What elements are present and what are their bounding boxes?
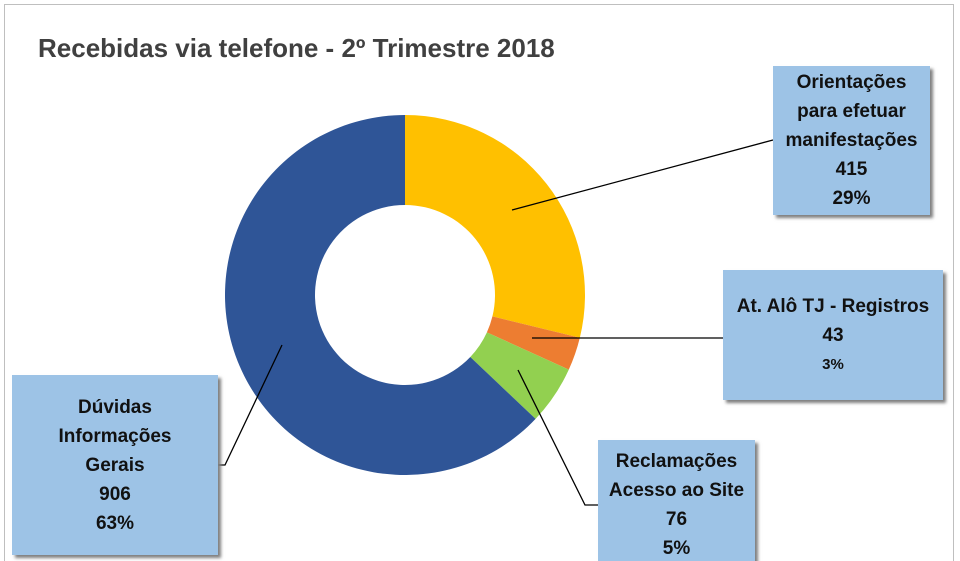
chart-title: Recebidas via telefone - 2º Trimestre 20… (38, 33, 555, 63)
leader-line (218, 344, 283, 466)
leader-line (517, 369, 598, 506)
label-box: Orientações para efetuar manifestações 4… (773, 66, 930, 215)
category-label: Reclamações Acesso ao Site (608, 450, 745, 501)
value-label: 76 (665, 508, 688, 530)
donut-slice (470, 332, 569, 419)
value-label: 906 (99, 483, 131, 505)
label-box: At. Alô TJ - Registros 43 3% (723, 270, 943, 400)
leader-line (511, 139, 774, 211)
percent-label: 63% (95, 512, 135, 534)
donut-slice (224, 115, 536, 475)
percent-label: 5% (662, 537, 691, 559)
donut-slice (405, 115, 585, 338)
category-label: Orientações para efetuar manifestações (785, 72, 918, 151)
percent-label: 29% (832, 188, 871, 209)
label-box: Reclamações Acesso ao Site 76 5% (598, 440, 755, 561)
percent-label: 3% (822, 355, 844, 373)
category-label: Dúvidas Informações Gerais (58, 396, 172, 476)
value-label: 43 (822, 324, 844, 346)
frame (4, 4, 954, 561)
category-label: At. Alô TJ - Registros (736, 295, 930, 317)
label-box: Dúvidas Informações Gerais 906 63% (12, 375, 218, 555)
value-label: 415 (835, 159, 868, 180)
donut-slice (486, 316, 580, 370)
